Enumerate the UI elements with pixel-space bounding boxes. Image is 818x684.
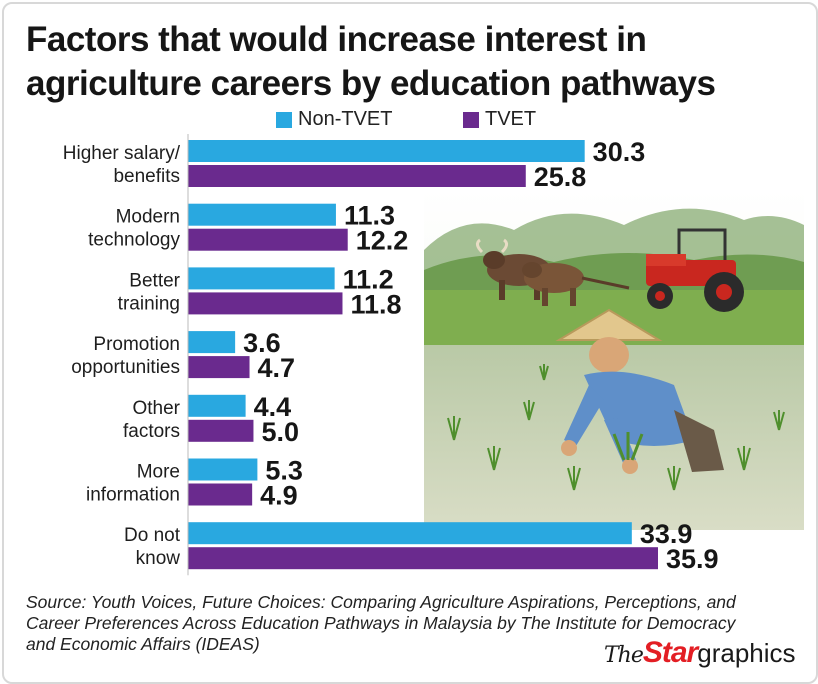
bar-non-tvet — [188, 267, 335, 290]
legend-label-non-tvet: Non-TVET — [298, 108, 393, 130]
value-label: 11.3 — [344, 201, 395, 231]
farmer-icon — [555, 308, 724, 474]
bar-tvet — [188, 547, 658, 570]
category-label: Promotion opportunities — [71, 334, 180, 378]
category-label: Better training — [118, 270, 181, 314]
bar-chart: Higher salary/benefits 30.325.8 Modern tech… — [63, 134, 719, 576]
value-label: 5.3 — [265, 456, 303, 486]
the-star-graphics-logo: TheStargraphics — [604, 636, 796, 673]
bar-tvet — [188, 228, 348, 251]
bar-tvet — [188, 292, 343, 315]
category-label-line: know — [136, 548, 181, 569]
tractor-icon — [646, 228, 744, 312]
category-label-line: Higher salary/ — [63, 143, 181, 164]
category-label: More information — [86, 462, 180, 506]
category-label: Higher salary/benefits — [63, 143, 181, 187]
value-label: 11.8 — [350, 289, 401, 319]
logo-star: Star — [642, 636, 698, 669]
category-label-line: benefits — [113, 166, 180, 187]
category-label-line: opportunities — [71, 357, 180, 378]
bar-tvet — [188, 419, 254, 442]
category-label-line: factors — [123, 421, 180, 442]
value-label: 30.3 — [593, 137, 646, 167]
bar-non-tvet — [188, 522, 632, 545]
category-label-line: technology — [88, 230, 180, 251]
bar-non-tvet — [188, 458, 258, 481]
category-label-line: Better — [129, 270, 180, 291]
buffalo-icon — [475, 238, 630, 306]
category-label-line: Other — [132, 398, 180, 419]
legend-swatch-non-tvet — [276, 111, 292, 128]
value-label: 33.9 — [640, 519, 693, 549]
value-label: 35.9 — [666, 544, 719, 574]
bar-tvet — [188, 483, 253, 506]
value-label: 25.8 — [534, 162, 587, 192]
category-label-line: Promotion — [93, 334, 180, 355]
chart-title: Factors that would increase interest in … — [26, 20, 716, 103]
logo-the: The — [604, 643, 644, 668]
value-label: 5.0 — [261, 417, 299, 447]
legend-item-non-tvet: Non-TVET — [276, 108, 392, 131]
bar-non-tvet — [188, 331, 236, 354]
bar-non-tvet — [188, 140, 585, 162]
value-label: 4.9 — [260, 481, 298, 511]
bar-non-tvet — [188, 394, 246, 417]
legend-item-tvet: TVET — [463, 108, 536, 131]
category-label-line: information — [86, 485, 180, 506]
category-label: Do not know — [124, 525, 181, 569]
bar-tvet — [188, 356, 250, 379]
source-note: Source: Youth Voices, Future Choices: Co… — [26, 592, 736, 654]
value-label: 4.7 — [258, 353, 296, 383]
category-label-line: Modern — [116, 207, 180, 228]
bar-non-tvet — [188, 203, 336, 226]
category-label: Other factors — [123, 398, 181, 442]
logo-graphics: graphics — [697, 638, 796, 668]
category-label-line: Do not — [124, 525, 181, 546]
category-label-line: training — [118, 293, 180, 314]
category-label-line: More — [137, 462, 180, 483]
value-label: 4.4 — [254, 392, 292, 422]
value-label: 11.2 — [343, 264, 394, 294]
farmer-illustration — [424, 190, 804, 530]
legend-label-tvet: TVET — [485, 108, 537, 130]
value-label: 3.6 — [243, 328, 281, 358]
category-label: Modern technology — [88, 207, 180, 251]
value-label: 12.2 — [356, 226, 409, 256]
bar-tvet — [188, 165, 526, 187]
legend-swatch-tvet — [463, 111, 479, 128]
